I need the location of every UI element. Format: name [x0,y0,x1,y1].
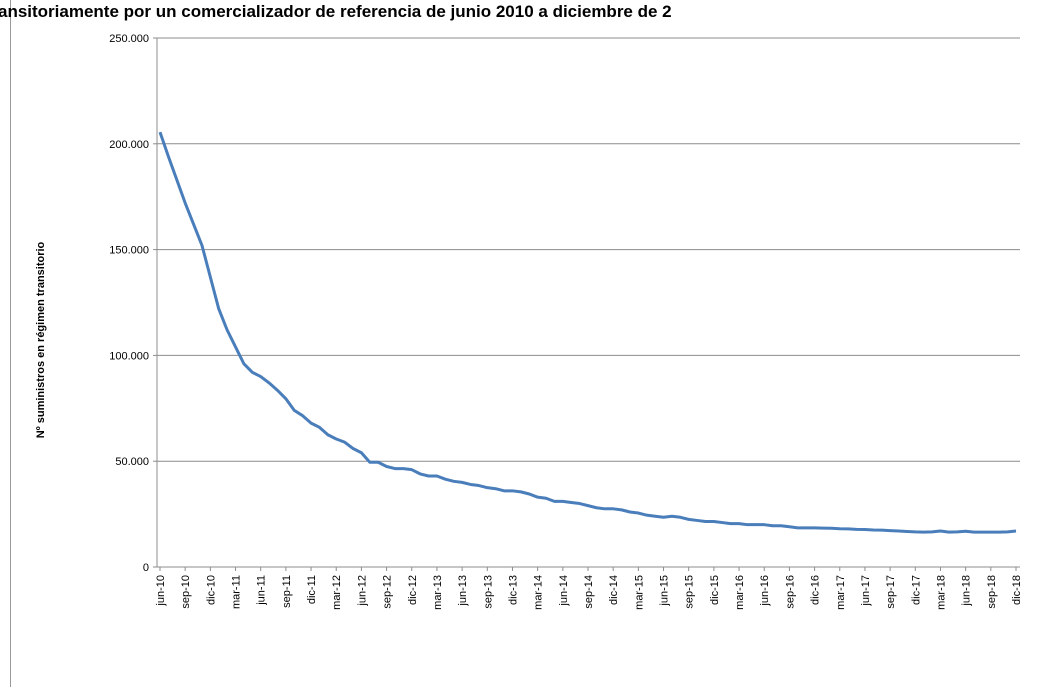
y-tick-label: 0 [143,562,149,574]
x-tick-label: dic-17 [910,575,922,605]
x-tick-label: dic-14 [608,575,620,605]
x-tick-label: sep-16 [784,575,796,609]
line-series [158,131,1017,534]
x-tick-label: mar-12 [331,575,343,610]
x-tick-label: jun-12 [356,575,368,607]
x-tick-label: mar-17 [835,575,847,610]
x-tick-label: sep-11 [281,575,293,608]
x-tick-label: dic-15 [709,575,721,605]
x-tick-label: mar-18 [935,575,947,610]
x-tick-label: dic-12 [407,575,419,605]
x-tick-label: jun-13 [457,575,469,607]
x-tick-label: jun-14 [558,575,570,607]
x-tick-label: mar-11 [231,575,243,609]
x-tick-label: sep-10 [180,575,192,609]
y-tick-label: 150.000 [109,245,149,257]
x-tick-label: sep-14 [583,575,595,609]
x-tick-label: jun-16 [759,575,771,607]
x-tick-label: mar-14 [533,575,545,610]
y-tick-label: 250.000 [109,33,149,45]
x-tick-label: jun-11 [256,575,268,606]
x-tick-label: dic-13 [507,575,519,605]
chart-title: ansitoriamente por un comercializador de… [0,2,672,21]
x-tick-label: mar-16 [734,575,746,610]
y-tick-label: 200.000 [109,139,149,151]
x-tick-label: dic-10 [205,575,217,605]
x-tick-label: sep-12 [382,575,394,609]
x-tick-label: jun-17 [860,575,872,607]
x-tick-label: sep-18 [986,575,998,609]
x-tick-label: mar-13 [432,575,444,610]
x-tick-label: dic-16 [810,575,822,605]
x-tick-label: jun-18 [961,575,973,607]
y-tick-label: 50.000 [115,456,149,468]
x-tick-label: sep-13 [482,575,494,609]
x-tick-label: mar-15 [633,575,645,610]
x-tick-label: jun-15 [659,575,671,607]
x-tick-label: sep-17 [885,575,897,609]
y-axis-label: Nº suministros en régimen transitorio [35,241,47,438]
x-tick-label: dic-18 [1011,575,1023,605]
y-tick-label: 100.000 [109,350,149,362]
x-tick-label: dic-11 [306,575,318,604]
x-tick-label: sep-15 [684,575,696,609]
x-tick-label: jun-10 [155,575,167,607]
